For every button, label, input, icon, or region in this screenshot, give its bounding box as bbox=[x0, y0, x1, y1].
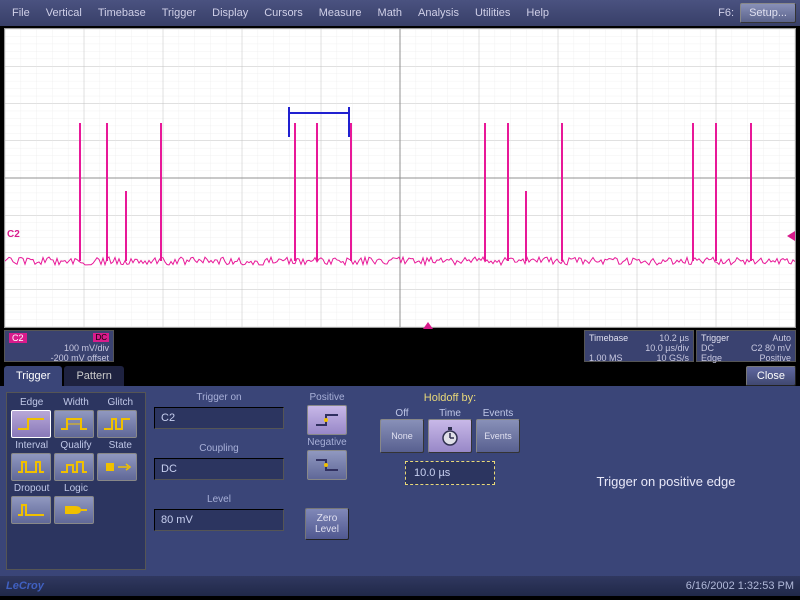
tt-label-width: Width bbox=[55, 397, 96, 408]
c2-header: C2 bbox=[9, 333, 27, 343]
level-label: Level bbox=[154, 494, 284, 505]
trig-mode: Auto bbox=[772, 333, 791, 343]
trig-source-level: C2 80 mV bbox=[751, 343, 791, 353]
tb-rate: 10 GS/s bbox=[656, 353, 689, 363]
holdoff-column: Holdoff by: Off Time Events None Events … bbox=[370, 392, 530, 570]
trigger-type-qualify[interactable] bbox=[54, 453, 94, 481]
info-bar: C2 DC 100 mV/div -200 mV offset Timebase… bbox=[0, 328, 800, 364]
holdoff-time-button[interactable] bbox=[428, 419, 472, 453]
tt-label-edge: Edge bbox=[11, 397, 52, 408]
setup-button[interactable]: Setup... bbox=[740, 3, 796, 23]
trigger-level-arrow-icon bbox=[787, 231, 795, 241]
trig-polarity: Positive bbox=[759, 353, 791, 363]
tab-pattern[interactable]: Pattern bbox=[64, 366, 123, 386]
slope-positive-button[interactable] bbox=[307, 405, 347, 435]
menu-timebase[interactable]: Timebase bbox=[90, 3, 154, 23]
waveform-svg bbox=[5, 29, 795, 327]
tt-label-state: State bbox=[100, 440, 141, 451]
tb-scale: 10.0 µs/div bbox=[589, 343, 689, 353]
tt-label-logic: Logic bbox=[55, 483, 96, 494]
tb-header: Timebase bbox=[589, 333, 628, 343]
trig-slope: Edge bbox=[701, 353, 722, 363]
menu-math[interactable]: Math bbox=[370, 3, 410, 23]
menu-help[interactable]: Help bbox=[518, 3, 557, 23]
coupling-label: Coupling bbox=[154, 443, 284, 454]
trigger-type-interval[interactable] bbox=[11, 453, 51, 481]
trigger-settings: Trigger on C2 Coupling DC Level 80 mV bbox=[154, 392, 284, 570]
positive-label: Positive bbox=[309, 392, 344, 403]
trigger-type-width[interactable] bbox=[54, 410, 94, 438]
negative-label: Negative bbox=[307, 437, 346, 448]
menu-vertical[interactable]: Vertical bbox=[38, 3, 90, 23]
holdoff-title: Holdoff by: bbox=[370, 392, 530, 404]
menu-file[interactable]: File bbox=[4, 3, 38, 23]
close-button[interactable]: Close bbox=[746, 366, 796, 386]
slope-column: Positive Negative Zero Level bbox=[292, 392, 362, 570]
tab-trigger[interactable]: Trigger bbox=[4, 366, 62, 386]
menu-measure[interactable]: Measure bbox=[311, 3, 370, 23]
menu-utilities[interactable]: Utilities bbox=[467, 3, 518, 23]
holdoff-events-button[interactable]: Events bbox=[476, 419, 520, 453]
tb-delay: 10.2 µs bbox=[659, 333, 689, 343]
tt-label-interval: Interval bbox=[11, 440, 52, 451]
stopwatch-icon bbox=[439, 425, 461, 447]
datetime-label: 6/16/2002 1:32:53 PM bbox=[686, 580, 794, 592]
trigger-type-state[interactable] bbox=[97, 453, 137, 481]
tb-samples: 1.00 MS bbox=[589, 353, 623, 363]
tt-label-dropout: Dropout bbox=[11, 483, 52, 494]
trigger-on-field[interactable]: C2 bbox=[154, 407, 284, 429]
menu-analysis[interactable]: Analysis bbox=[410, 3, 467, 23]
trig-coupling: DC bbox=[701, 343, 714, 353]
slope-negative-button[interactable] bbox=[307, 450, 347, 480]
trig-header: Trigger bbox=[701, 333, 729, 343]
channel-c2-label: C2 bbox=[7, 229, 20, 240]
tt-label-glitch: Glitch bbox=[100, 397, 141, 408]
trigger-type-logic[interactable] bbox=[54, 496, 94, 524]
zero-level-button[interactable]: Zero Level bbox=[305, 508, 349, 540]
coupling-field[interactable]: DC bbox=[154, 458, 284, 480]
trigger-panel: Edge Width Glitch Interval Qualify State… bbox=[0, 386, 800, 576]
trigger-type-dropout[interactable] bbox=[11, 496, 51, 524]
holdoff-none-button[interactable]: None bbox=[380, 419, 424, 453]
tt-label-qualify: Qualify bbox=[55, 440, 96, 451]
statusbar: LeCroy 6/16/2002 1:32:53 PM bbox=[0, 576, 800, 596]
menu-display[interactable]: Display bbox=[204, 3, 256, 23]
trigger-type-glitch[interactable] bbox=[97, 410, 137, 438]
trigger-position-marker-icon bbox=[423, 322, 433, 329]
brand-label: LeCroy bbox=[6, 580, 44, 592]
holdoff-off-label: Off bbox=[380, 408, 424, 419]
holdoff-value-field[interactable]: 10.0 µs bbox=[405, 461, 495, 485]
f6-label: F6: bbox=[718, 7, 734, 19]
menu-trigger[interactable]: Trigger bbox=[154, 3, 204, 23]
info-channel-c2[interactable]: C2 DC 100 mV/div -200 mV offset bbox=[4, 330, 114, 362]
menu-cursors[interactable]: Cursors bbox=[256, 3, 311, 23]
trigger-type-edge[interactable] bbox=[11, 410, 51, 438]
holdoff-events-label: Events bbox=[476, 408, 520, 419]
info-timebase[interactable]: Timebase 10.2 µs 10.0 µs/div 1.00 MS 10 … bbox=[584, 330, 694, 362]
info-trigger[interactable]: Trigger Auto DC C2 80 mV Edge Positive bbox=[696, 330, 796, 362]
trigger-description: Trigger on positive edge bbox=[538, 392, 794, 570]
c2-coupling-badge: DC bbox=[93, 333, 109, 342]
holdoff-time-label: Time bbox=[428, 408, 472, 419]
panel-tabs: Trigger Pattern Close bbox=[0, 364, 800, 386]
oscilloscope-display[interactable]: C2 bbox=[4, 28, 796, 328]
level-field[interactable]: 80 mV bbox=[154, 509, 284, 531]
c2-offset: -200 mV offset bbox=[9, 353, 109, 363]
trigger-on-label: Trigger on bbox=[154, 392, 284, 403]
c2-scale: 100 mV/div bbox=[9, 343, 109, 353]
menubar: File Vertical Timebase Trigger Display C… bbox=[0, 0, 800, 26]
trigger-type-grid: Edge Width Glitch Interval Qualify State… bbox=[6, 392, 146, 570]
